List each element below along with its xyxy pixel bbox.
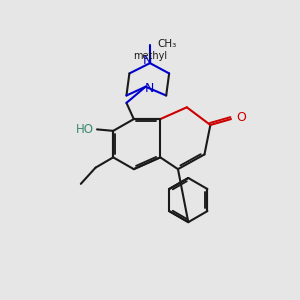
Text: N: N (144, 82, 154, 95)
Text: CH₃: CH₃ (158, 39, 177, 49)
Text: N: N (142, 54, 152, 67)
Text: O: O (236, 111, 246, 124)
Text: methyl: methyl (133, 51, 167, 61)
Text: HO: HO (76, 123, 94, 136)
